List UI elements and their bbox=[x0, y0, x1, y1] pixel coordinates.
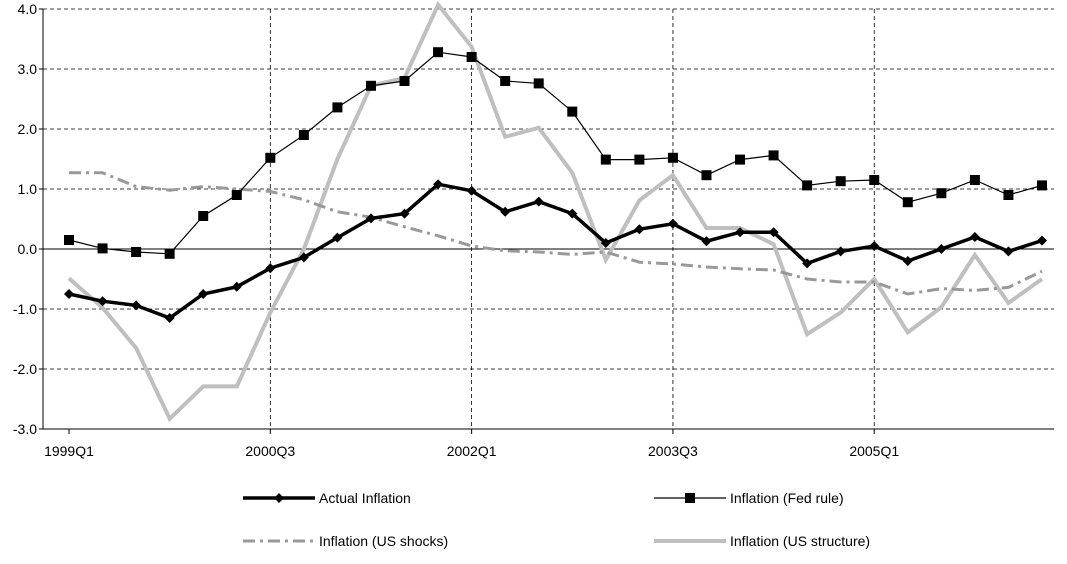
data-point bbox=[667, 218, 678, 229]
data-point bbox=[64, 235, 74, 245]
data-point bbox=[902, 197, 913, 208]
data-point bbox=[533, 196, 544, 207]
series-inflation-us-shocks bbox=[69, 171, 1043, 296]
data-point bbox=[869, 175, 880, 185]
data-point bbox=[500, 76, 511, 86]
data-point bbox=[231, 190, 242, 200]
data-point bbox=[735, 154, 746, 165]
data-point bbox=[433, 179, 444, 190]
data-point bbox=[332, 102, 343, 113]
data-point bbox=[667, 152, 678, 163]
data-point bbox=[835, 176, 846, 187]
x-tick-label: 2003Q3 bbox=[648, 443, 698, 459]
series-line bbox=[68, 182, 1043, 320]
data-point bbox=[768, 150, 779, 161]
legend-label: Inflation (US structure) bbox=[730, 533, 870, 549]
legend-item: Actual Inflation bbox=[243, 490, 411, 506]
data-point bbox=[265, 263, 276, 274]
data-point bbox=[265, 152, 276, 163]
data-point bbox=[936, 188, 947, 199]
data-point bbox=[399, 208, 410, 219]
data-point bbox=[835, 246, 846, 257]
data-point bbox=[231, 281, 242, 292]
data-point bbox=[164, 248, 175, 259]
x-tick-label: 2000Q3 bbox=[245, 443, 295, 459]
data-point bbox=[466, 185, 477, 196]
y-tick-label: -2.0 bbox=[13, 361, 37, 377]
series-lines bbox=[64, 1, 1047, 423]
series-line bbox=[69, 171, 1043, 296]
data-point bbox=[298, 130, 309, 140]
axes: 4.0 3.0 2.0 1.0 0.0 -1.0 -2.0 -3.0 1999Q1 2000Q3 2… bbox=[13, 1, 1054, 459]
x-tick-label: 1999Q1 bbox=[44, 443, 94, 459]
data-point bbox=[533, 78, 544, 89]
data-point bbox=[869, 241, 880, 251]
data-point bbox=[1037, 180, 1047, 191]
data-point bbox=[969, 175, 980, 185]
data-point bbox=[802, 180, 813, 191]
data-point bbox=[634, 154, 645, 165]
y-tick-label: 3.0 bbox=[18, 61, 38, 77]
data-point bbox=[164, 313, 175, 323]
data-point bbox=[768, 227, 779, 238]
y-tick-label: 4.0 bbox=[18, 1, 38, 17]
legend-label: Actual Inflation bbox=[319, 490, 411, 506]
y-tick-label: 1.0 bbox=[18, 181, 38, 197]
data-point bbox=[64, 289, 74, 299]
data-point bbox=[198, 289, 209, 299]
legend-marker bbox=[685, 493, 695, 503]
series-actual-inflation bbox=[64, 179, 1047, 323]
data-point bbox=[399, 76, 410, 86]
data-point bbox=[131, 247, 142, 257]
x-tick-label: 2005Q1 bbox=[849, 443, 899, 459]
legend-label: Inflation (US shocks) bbox=[319, 533, 448, 549]
grid-lines bbox=[43, 8, 1054, 430]
data-point bbox=[131, 300, 142, 311]
data-point bbox=[1037, 235, 1047, 246]
series-line bbox=[68, 51, 1043, 255]
x-tick-label: 2002Q1 bbox=[447, 443, 497, 459]
data-point bbox=[902, 256, 913, 266]
data-point bbox=[97, 296, 108, 307]
data-point bbox=[433, 47, 444, 58]
data-point bbox=[802, 258, 813, 269]
data-point bbox=[701, 170, 712, 181]
data-point bbox=[1003, 246, 1014, 257]
data-point bbox=[466, 52, 477, 62]
y-tick-label: 0.0 bbox=[18, 241, 38, 257]
data-point bbox=[969, 232, 980, 242]
data-point bbox=[500, 206, 511, 217]
legend-item: Inflation (Fed rule) bbox=[654, 490, 844, 506]
data-point bbox=[735, 227, 746, 238]
data-point bbox=[332, 232, 343, 243]
legend-marker bbox=[274, 493, 284, 503]
data-point bbox=[97, 243, 108, 254]
data-point bbox=[567, 106, 578, 117]
data-point bbox=[298, 252, 309, 263]
legend-label: Inflation (Fed rule) bbox=[730, 490, 844, 506]
data-point bbox=[198, 211, 209, 221]
data-point bbox=[365, 213, 376, 224]
y-tick-label: -3.0 bbox=[13, 421, 37, 437]
y-tick-label: -1.0 bbox=[13, 301, 37, 317]
data-point bbox=[634, 224, 645, 235]
y-tick-label: 2.0 bbox=[18, 121, 38, 137]
legend: Actual Inflation Inflation (Fed rule) Infl… bbox=[243, 490, 870, 549]
data-point bbox=[936, 244, 947, 254]
data-point bbox=[701, 236, 712, 247]
data-point bbox=[600, 238, 611, 248]
legend-item: Inflation (US shocks) bbox=[243, 533, 448, 549]
series-inflation-us-structure bbox=[67, 1, 1044, 423]
data-point bbox=[365, 80, 376, 91]
data-point bbox=[567, 208, 578, 219]
series-line bbox=[67, 1, 1044, 423]
data-point bbox=[1003, 190, 1014, 200]
data-point bbox=[600, 154, 611, 165]
series-inflation-fed-rule bbox=[64, 47, 1047, 259]
legend-item: Inflation (US structure) bbox=[654, 533, 870, 549]
